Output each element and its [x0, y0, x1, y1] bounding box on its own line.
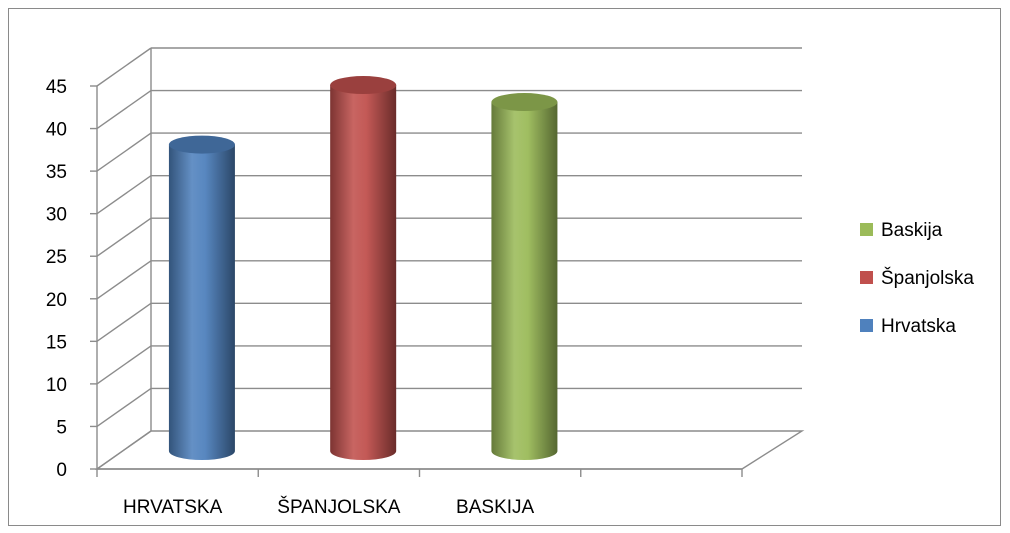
bars	[168, 76, 558, 461]
x-category-label: ŠPANJOLSKA	[277, 496, 401, 518]
side-gridline	[96, 89, 152, 130]
y-tick-label: 20	[46, 290, 67, 311]
bar-body	[491, 102, 558, 461]
legend-swatch	[860, 223, 873, 236]
bar-španjolska	[330, 76, 397, 461]
legend-swatch	[860, 319, 873, 332]
bar-body	[168, 144, 235, 460]
bar-hrvatska	[168, 135, 235, 460]
x-category-labels: HRVATSKA ŠPANJOLSKA BASKIJA	[123, 496, 535, 518]
side-gridline	[96, 260, 152, 300]
side-gridline	[96, 302, 152, 342]
x-category-label: HRVATSKA	[123, 497, 223, 518]
y-tick-label: 45	[46, 77, 67, 98]
side-gridline	[96, 132, 152, 172]
bar-top	[491, 93, 558, 112]
y-tick-label: 0	[56, 460, 67, 481]
y-tick-label: 15	[46, 332, 67, 353]
legend: Baskija Španjolska Hrvatska	[860, 220, 974, 337]
side-gridline	[96, 217, 152, 257]
legend-label: Španjolska	[881, 267, 974, 289]
side-gridline	[96, 430, 152, 470]
side-gridline	[96, 345, 152, 385]
axes	[90, 48, 743, 477]
legend-label: Baskija	[881, 220, 943, 241]
bar-top	[330, 76, 397, 95]
bar-top	[168, 135, 235, 154]
side-gridline	[96, 47, 152, 87]
bar-baskija	[491, 93, 558, 461]
legend-swatch	[860, 271, 873, 284]
side-gridline	[96, 387, 152, 428]
y-tick-label: 40	[46, 120, 67, 141]
y-tick-label: 10	[46, 375, 67, 396]
y-tick-label: 25	[46, 247, 67, 268]
y-tick-label: 30	[46, 205, 67, 226]
x-category-label: BASKIJA	[456, 497, 534, 518]
y-tick-label: 35	[46, 162, 67, 183]
legend-label: Hrvatska	[881, 316, 956, 337]
side-gridline	[96, 175, 152, 215]
y-tick-label: 5	[56, 417, 67, 438]
gridlines	[96, 47, 802, 470]
bar-body	[330, 85, 397, 461]
y-tick-labels: 0 5 10 15 20 25 30 35 40 45	[46, 77, 67, 481]
